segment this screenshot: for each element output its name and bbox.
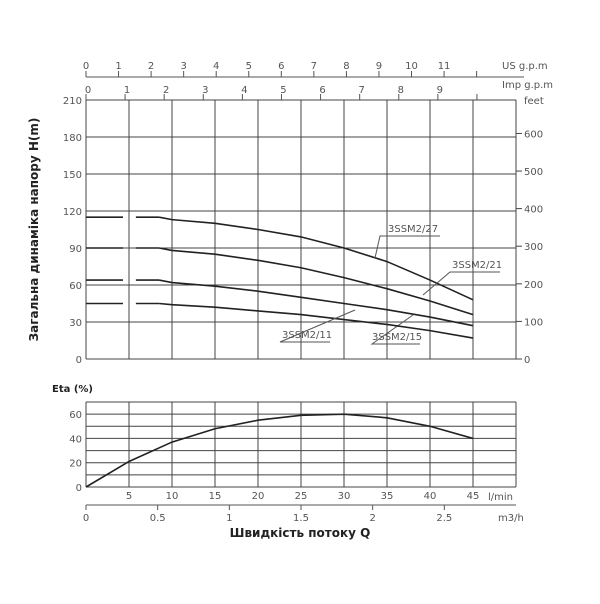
us-gpm-tick-label: 8 [343, 61, 349, 72]
m3h-tick-label: 2 [369, 513, 375, 524]
lmin-tick-label: 40 [424, 491, 437, 502]
curve-leader-line [279, 309, 356, 343]
head-curve-3ssm2-21 [158, 247, 474, 316]
lmin-tick-label: 35 [381, 491, 394, 502]
lmin-tick-label: 30 [338, 491, 351, 502]
imp-gpm-tick-label: 7 [358, 85, 364, 96]
m3h-tick-label: 0 [83, 513, 89, 524]
us-gpm-tick-label: 1 [115, 61, 121, 72]
us-gpm-axis-label: US g.p.m [502, 61, 548, 72]
lmin-tick-label: 5 [126, 491, 132, 502]
feet-tick-label: 100 [524, 317, 543, 328]
feet-tick-label: 0 [524, 355, 530, 366]
imp-gpm-tick-label: 9 [437, 85, 443, 96]
us-gpm-tick-label: 7 [311, 61, 317, 72]
m3h-tick-label: 1 [226, 513, 232, 524]
curve-leader-line [422, 271, 500, 296]
lmin-tick-label: 25 [295, 491, 308, 502]
imp-gpm-tick-label: 8 [398, 85, 404, 96]
feet-tick-label: 500 [524, 167, 543, 178]
y-tick-label: 180 [63, 133, 82, 144]
lmin-tick-label: 15 [209, 491, 222, 502]
imp-gpm-tick-label: 4 [241, 85, 247, 96]
head-curve-3ssm2-15 [158, 279, 474, 327]
head-curve-3ssm2-11 [159, 302, 474, 339]
us-gpm-tick-label: 0 [83, 61, 89, 72]
eta-y-tick-label: 0 [76, 483, 82, 494]
eta-y-tick-label: 40 [69, 434, 82, 445]
m3h-tick-label: 1.5 [293, 513, 309, 524]
us-gpm-tick-label: 2 [148, 61, 154, 72]
us-gpm-tick-label: 11 [438, 61, 451, 72]
y-axis-label: Загальна динаміка напору H(m) [27, 118, 41, 342]
curve-leader-line [370, 314, 420, 345]
us-gpm-tick-label: 6 [278, 61, 284, 72]
curve-label: 3SSM2/11 [282, 330, 332, 341]
feet-tick-label: 300 [524, 242, 543, 253]
x-axis-label: Швидкість потоку Q [230, 526, 371, 540]
lmin-tick-label: 45 [467, 491, 480, 502]
y-tick-label: 90 [69, 244, 82, 255]
y-tick-label: 150 [63, 170, 82, 181]
us-gpm-tick-label: 4 [213, 61, 219, 72]
curve-label: 3SSM2/21 [452, 260, 502, 271]
eta-y-tick-label: 60 [69, 410, 82, 421]
m3h-tick-label: 2.5 [436, 513, 452, 524]
lmin-tick-label: 20 [252, 491, 265, 502]
imp-gpm-axis-label: Imp g.p.m [502, 80, 553, 91]
imp-gpm-tick-label: 6 [319, 85, 325, 96]
y-tick-label: 0 [76, 355, 82, 366]
y-tick-label: 120 [63, 207, 82, 218]
feet-axis-label: feet [524, 96, 544, 107]
curve-leader-line [374, 235, 440, 259]
head-curve-3ssm2-27 [158, 216, 474, 301]
eta-y-tick-label: 20 [69, 459, 82, 470]
lmin-axis-label: l/min [488, 492, 513, 503]
us-gpm-tick-label: 9 [376, 61, 382, 72]
feet-tick-label: 600 [524, 129, 543, 140]
y-tick-label: 210 [63, 96, 82, 107]
feet-tick-label: 400 [524, 205, 543, 216]
us-gpm-tick-label: 10 [405, 61, 418, 72]
imp-gpm-tick-label: 3 [202, 85, 208, 96]
m3h-axis-label: m3/h [498, 513, 524, 524]
imp-gpm-tick-label: 5 [280, 85, 286, 96]
lmin-tick-label: 10 [166, 491, 179, 502]
y-tick-label: 60 [69, 281, 82, 292]
eta-curve [85, 413, 474, 488]
feet-tick-label: 200 [524, 280, 543, 291]
curve-label: 3SSM2/15 [372, 332, 422, 343]
y-tick-label: 30 [69, 318, 82, 329]
m3h-tick-label: 0.5 [150, 513, 166, 524]
imp-gpm-tick-label: 1 [124, 85, 130, 96]
imp-gpm-tick-label: 2 [163, 85, 169, 96]
us-gpm-tick-label: 5 [246, 61, 252, 72]
us-gpm-tick-label: 3 [180, 61, 186, 72]
eta-axis-label: Eta (%) [52, 384, 93, 395]
curve-label: 3SSM2/27 [388, 224, 438, 235]
imp-gpm-tick-label: 0 [85, 85, 91, 96]
